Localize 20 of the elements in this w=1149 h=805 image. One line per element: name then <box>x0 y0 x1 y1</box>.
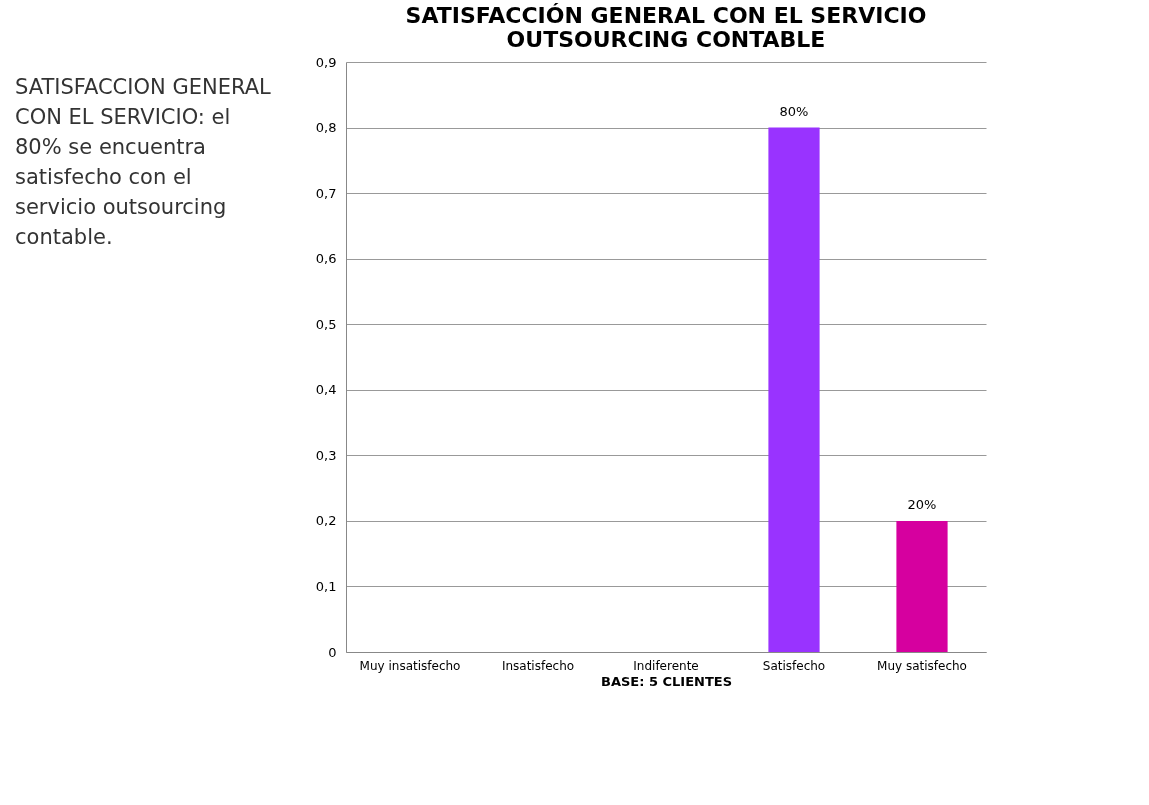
y-tick-label: 0,3 <box>315 447 337 463</box>
y-tick-label: 0,7 <box>315 185 337 201</box>
y-tick-label: 0,8 <box>315 120 337 136</box>
x-tick-label: Satisfecho <box>762 658 826 673</box>
y-tick-label: 0,5 <box>315 316 337 332</box>
x-tick-label: Insatisfecho <box>501 658 575 673</box>
y-tick-label: 0 <box>328 644 337 660</box>
data-label: 20% <box>907 496 937 512</box>
y-tick-label: 0,2 <box>315 513 337 529</box>
y-tick-label: 0,9 <box>315 54 337 70</box>
y-tick-label: 0,4 <box>315 382 337 398</box>
x-axis-title: BASE: 5 CLIENTES <box>600 673 733 689</box>
x-tick-label: Indiferente <box>633 658 699 673</box>
chart-title: SATISFACCIÓN GENERAL CON EL SERVICIO OUTSOURCING CONTABLE <box>405 3 927 52</box>
y-tick-label: 0,6 <box>315 251 337 267</box>
x-tick-label: Muy insatisfecho <box>359 658 461 673</box>
x-tick-label: Muy satisfecho <box>877 658 967 673</box>
data-label: 80% <box>779 103 809 119</box>
text: SATISFACCION GENERAL CON EL SERVICIO: el 80% se encuentra satisfecho con el servicio outsourcing contable. <box>15 75 272 249</box>
y-tick-label: 0,1 <box>315 578 337 594</box>
